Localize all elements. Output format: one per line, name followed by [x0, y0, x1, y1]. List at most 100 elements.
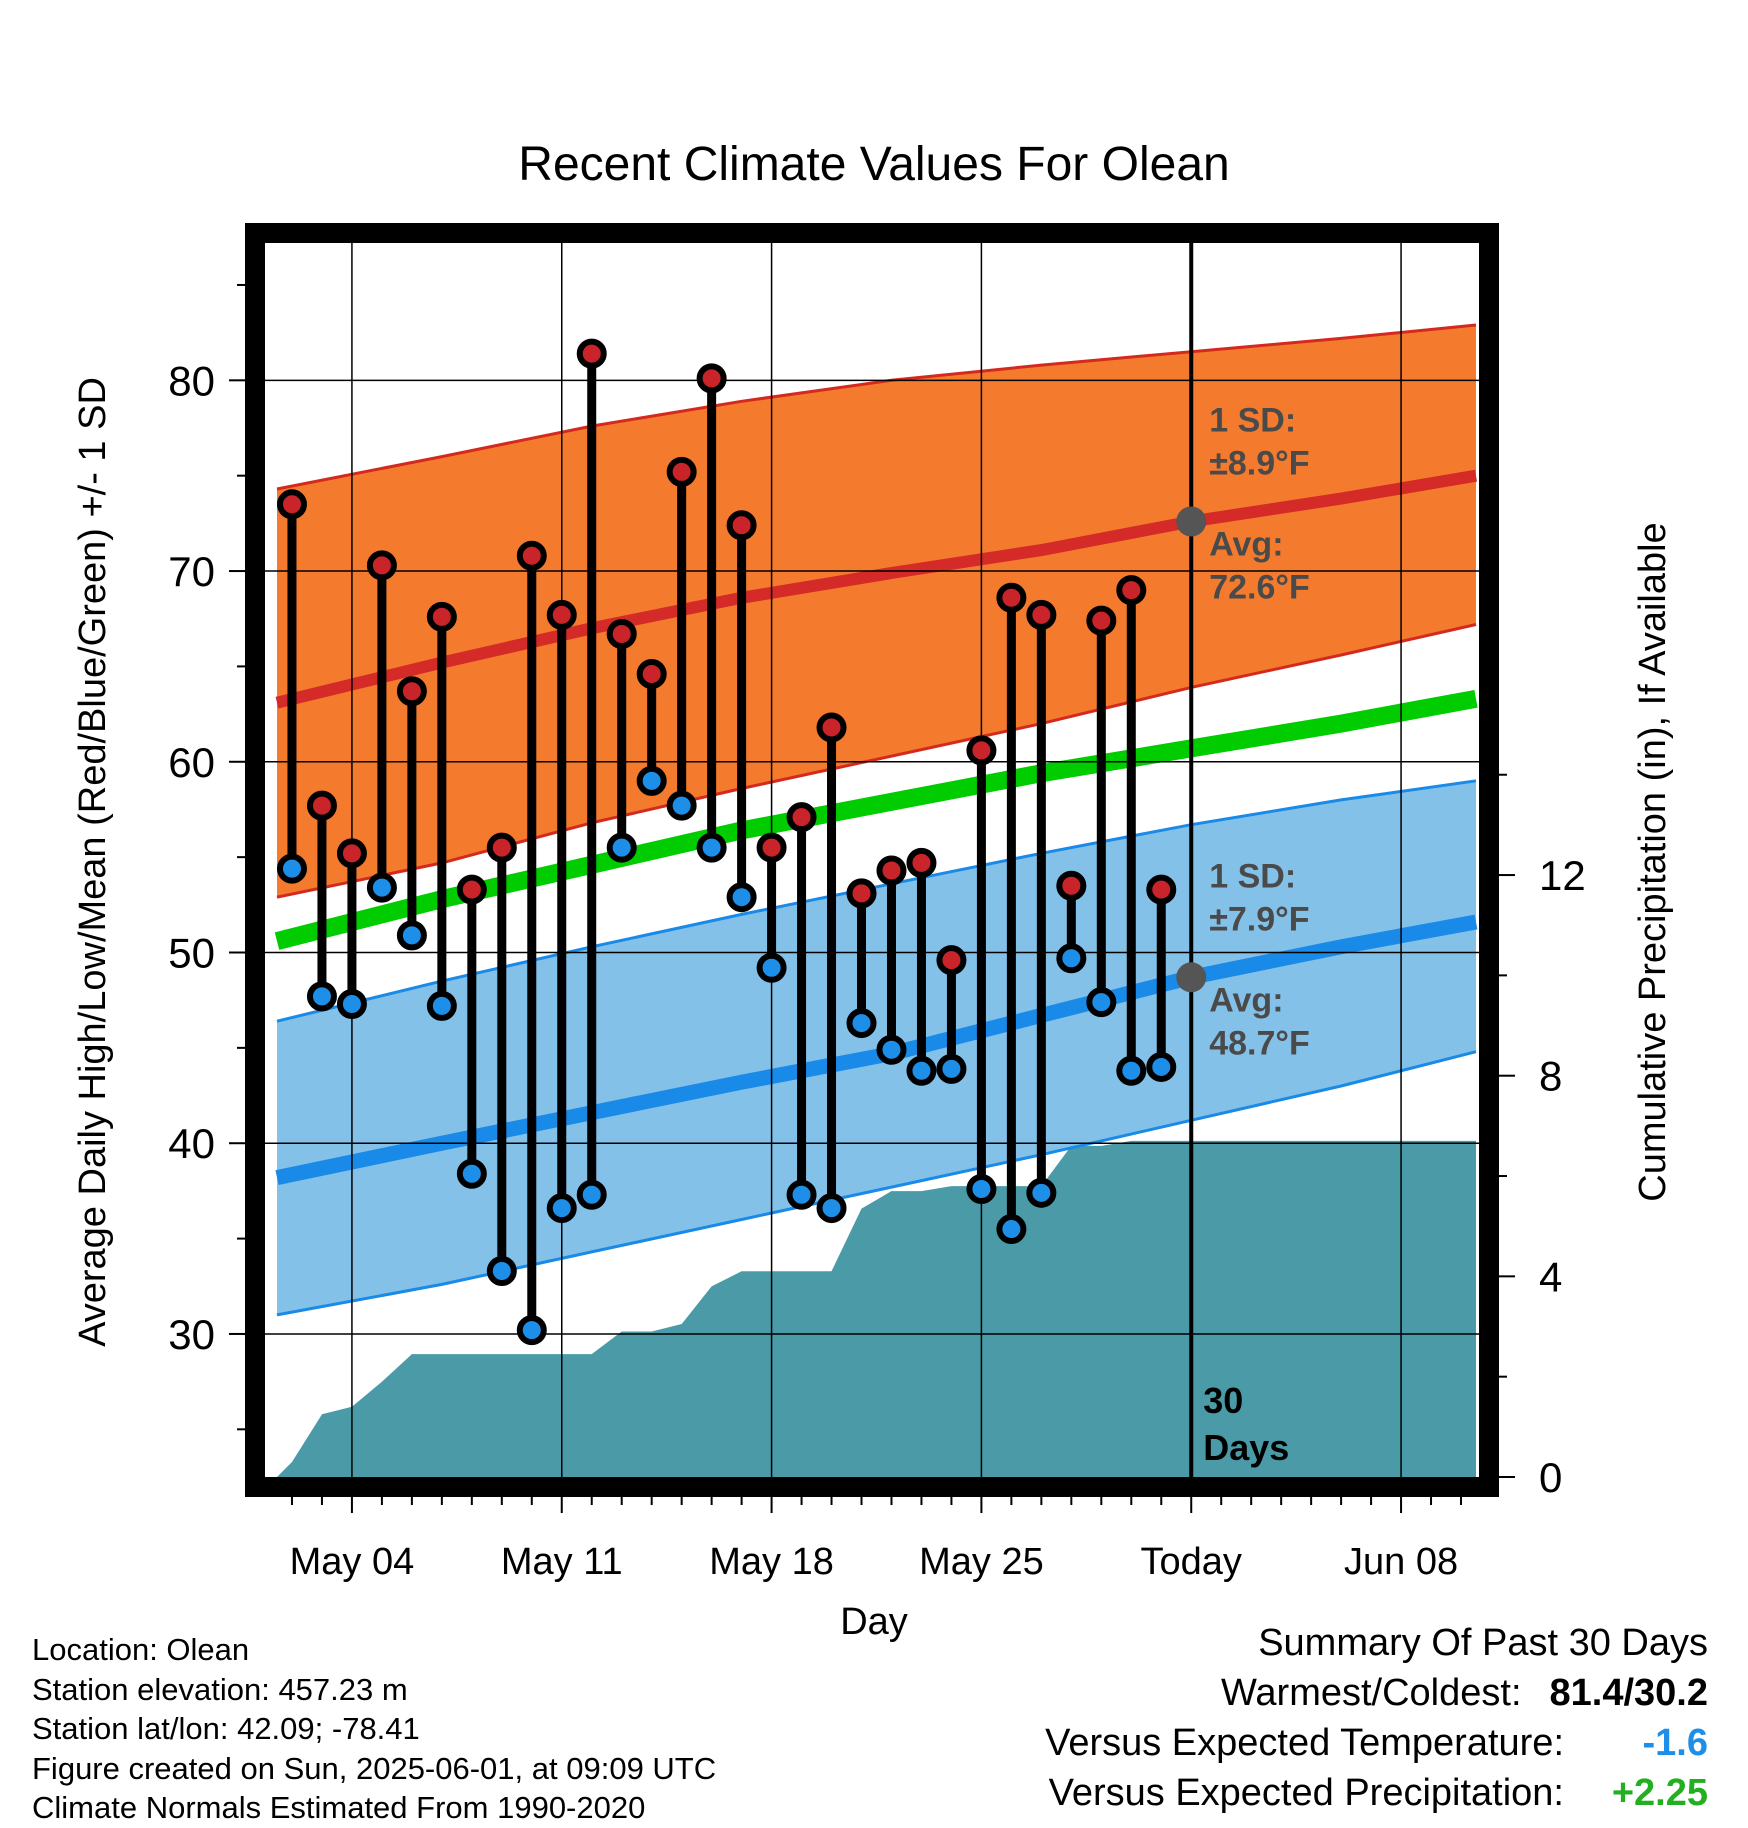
- x-tick-label: Jun 08: [1344, 1541, 1458, 1583]
- window-days-number: 30: [1203, 1380, 1243, 1421]
- daily-high-point: [1086, 605, 1117, 636]
- daily-low-point: [696, 832, 727, 863]
- daily-high-point: [1146, 874, 1177, 905]
- daily-high-point: [816, 712, 847, 743]
- created-text: Figure created on Sun, 2025-06-01, at 09…: [32, 1750, 717, 1786]
- daily-low-point: [1146, 1051, 1177, 1082]
- x-tick-label: May 11: [501, 1541, 623, 1583]
- daily-high-point: [516, 540, 547, 571]
- daily-low-point: [636, 765, 667, 796]
- daily-low-point: [756, 952, 787, 983]
- daily-high-point: [366, 550, 397, 581]
- temp-label: Versus Expected Temperature:: [1045, 1722, 1564, 1764]
- x-tick-label: May 18: [709, 1541, 834, 1583]
- daily-high-point: [696, 363, 727, 394]
- y-tick-label: 70: [168, 548, 215, 595]
- normal-mean-line: [274, 689, 1478, 950]
- daily-low-point: [426, 990, 457, 1021]
- elevation-text: Station elevation: 457.23 m: [32, 1671, 408, 1707]
- x-axis-label: Day: [840, 1601, 908, 1643]
- high-avg-marker: [1176, 506, 1207, 537]
- y-axis-label: Average Daily High/Low/Mean (Red/Blue/Gr…: [72, 377, 114, 1347]
- high-sd-label: 1 SD:: [1209, 401, 1296, 439]
- daily-low-point: [516, 1315, 547, 1346]
- low-sd-value: ±7.9°F: [1209, 900, 1309, 938]
- high-band: [277, 325, 1476, 898]
- daily-high-point: [576, 338, 607, 369]
- daily-low-point: [1116, 1055, 1147, 1086]
- precip-value: +2.25: [1611, 1772, 1708, 1814]
- daily-low-point: [786, 1179, 817, 1210]
- station-metadata: Location: Olean Station elevation: 457.2…: [32, 1630, 716, 1828]
- daily-low-point: [456, 1158, 487, 1189]
- daily-low-point: [846, 1008, 877, 1039]
- precip-row: Versus Expected Precipitation: +2.25: [1045, 1768, 1708, 1818]
- daily-low-point: [276, 853, 307, 884]
- y-tick-label: 60: [168, 739, 215, 786]
- daily-low-point: [336, 988, 367, 1019]
- y-tick-label: 50: [168, 930, 215, 977]
- daily-low-point: [906, 1055, 937, 1086]
- daily-low-point: [876, 1034, 907, 1065]
- daily-high-point: [846, 878, 877, 909]
- daily-high-point: [936, 945, 967, 976]
- daily-high-point: [1056, 870, 1087, 901]
- location-text: Location: Olean: [32, 1632, 250, 1667]
- y-tick-label: 40: [168, 1120, 215, 1167]
- daily-high-point: [546, 599, 577, 630]
- daily-high-point: [486, 832, 517, 863]
- summary-heading: Summary Of Past 30 Days: [1258, 1622, 1708, 1664]
- low-avg-marker: [1176, 962, 1207, 993]
- low-band: [277, 780, 1476, 1315]
- window-days-label: Days: [1203, 1427, 1289, 1468]
- daily-high-point: [396, 676, 427, 707]
- daily-low-point: [966, 1174, 997, 1205]
- temp-row: Versus Expected Temperature: -1.6: [1045, 1718, 1708, 1768]
- y-tick-label: 80: [168, 357, 215, 404]
- daily-high-point: [306, 790, 337, 821]
- y2-tick-label: 8: [1539, 1053, 1562, 1100]
- temp-value: -1.6: [1642, 1722, 1708, 1764]
- daily-high-point: [966, 735, 997, 766]
- daily-high-point: [1116, 575, 1147, 606]
- plot-frame: [245, 223, 1499, 1497]
- daily-low-point: [366, 872, 397, 903]
- low-avg-label: Avg:: [1209, 981, 1283, 1019]
- daily-low-point: [546, 1193, 577, 1224]
- warm-cold-row: Warmest/Coldest: 81.4/30.2: [1045, 1668, 1708, 1718]
- daily-high-point: [726, 510, 757, 541]
- high-avg-value: 72.6°F: [1209, 568, 1310, 606]
- precip-label: Versus Expected Precipitation:: [1048, 1772, 1564, 1814]
- precip-area: [277, 1140, 1476, 1477]
- daily-low-point: [996, 1214, 1027, 1245]
- daily-high-point: [996, 582, 1027, 613]
- x-tick-label: May 25: [919, 1541, 1044, 1583]
- daily-low-point: [666, 790, 697, 821]
- daily-high-point: [906, 847, 937, 878]
- daily-high-point: [786, 802, 817, 833]
- daily-high-point: [426, 601, 457, 632]
- daily-low-point: [396, 920, 427, 951]
- daily-low-point: [576, 1179, 607, 1210]
- latlon-text: Station lat/lon: 42.09; -78.41: [32, 1711, 420, 1746]
- low-avg-value: 48.7°F: [1209, 1024, 1310, 1062]
- daily-low-point: [1026, 1177, 1057, 1208]
- daily-high-point: [456, 874, 487, 905]
- low-sd-label: 1 SD:: [1209, 857, 1296, 895]
- chart-title: Recent Climate Values For Olean: [518, 138, 1229, 191]
- daily-high-point: [636, 659, 667, 690]
- daily-low-point: [726, 882, 757, 913]
- warm-cold-value: 81.4/30.2: [1549, 1672, 1708, 1714]
- x-tick-label: May 04: [290, 1541, 415, 1583]
- daily-low-point: [936, 1053, 967, 1084]
- y-tick-label: 30: [168, 1311, 215, 1358]
- daily-high-point: [756, 832, 787, 863]
- daily-high-point: [336, 838, 367, 869]
- daily-high-point: [876, 855, 907, 886]
- daily-high-point: [276, 489, 307, 520]
- daily-low-point: [606, 832, 637, 863]
- y2-tick-label: 4: [1539, 1253, 1562, 1300]
- y2-axis-label: Cumulative Precipitation (in), If Availa…: [1632, 522, 1674, 1201]
- daily-low-point: [486, 1256, 517, 1287]
